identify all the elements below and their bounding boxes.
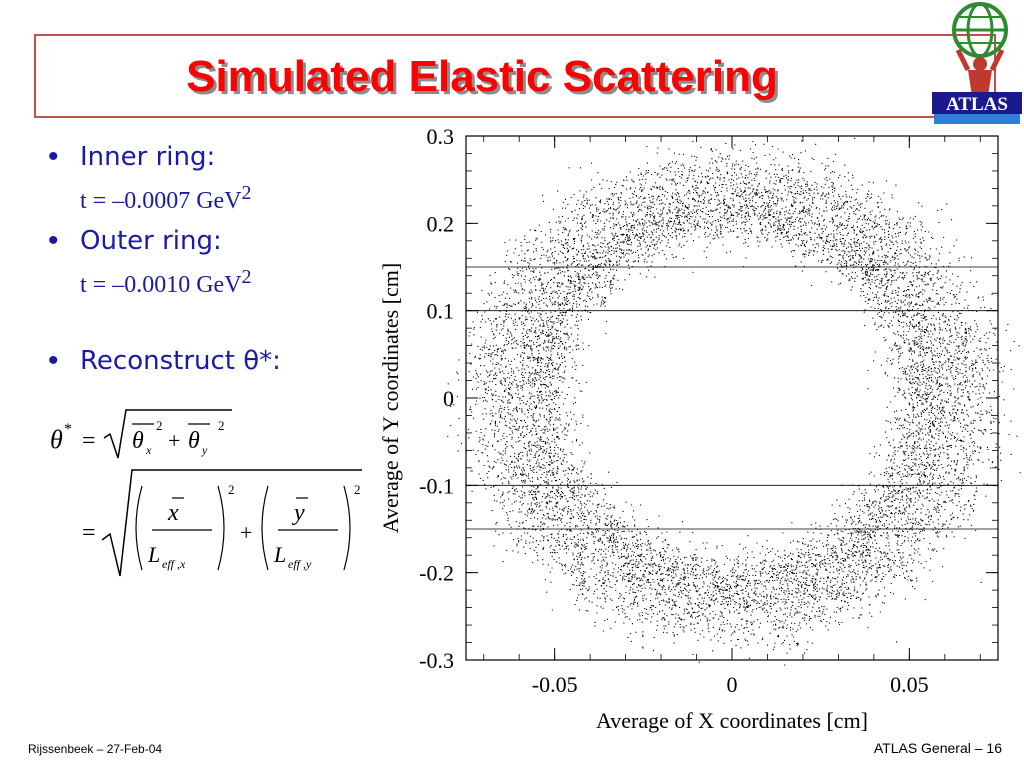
svg-text:θ: θ bbox=[132, 428, 144, 454]
logo-text: ATLAS bbox=[946, 94, 1008, 115]
y-tick-label: 0.3 bbox=[427, 124, 455, 149]
y-tick-label: -0.2 bbox=[419, 561, 454, 586]
svg-text:2: 2 bbox=[156, 418, 163, 433]
bullet-label: Inner ring: bbox=[80, 142, 216, 172]
svg-text:x: x bbox=[167, 500, 179, 526]
svg-text:L: L bbox=[273, 542, 286, 567]
svg-text:2: 2 bbox=[218, 418, 225, 433]
svg-text:θ: θ bbox=[50, 425, 63, 454]
bullet-list: • Inner ring: t = –0.0007 GeV2 • Outer r… bbox=[48, 140, 378, 382]
footer-author-date: Rijssenbeek – 27-Feb-04 bbox=[28, 742, 163, 756]
scatter-point-cloud bbox=[447, 137, 1021, 666]
bullet-reconstruct: • Reconstruct θ*: bbox=[48, 344, 378, 378]
inner-ring-formula: t = –0.0007 GeV2 bbox=[80, 178, 378, 216]
svg-text:θ: θ bbox=[188, 428, 200, 454]
y-axis-label: Average of Y coordinates [cm] bbox=[378, 263, 403, 533]
svg-text:eff ,x: eff ,x bbox=[162, 557, 186, 571]
outer-ring-formula: t = –0.0010 GeV2 bbox=[80, 262, 378, 300]
y-tick-label: 0.1 bbox=[427, 299, 455, 324]
formula-text: t = –0.0007 GeV bbox=[80, 188, 242, 214]
globe-icon bbox=[952, 2, 1008, 58]
svg-text:y: y bbox=[201, 443, 208, 457]
bullet-label: Reconstruct θ*: bbox=[80, 346, 281, 376]
formula-sup: 2 bbox=[241, 182, 252, 204]
svg-text:=: = bbox=[82, 428, 96, 454]
y-tick-label: 0 bbox=[443, 386, 454, 411]
svg-text:L: L bbox=[147, 542, 160, 567]
bullet-dot: • bbox=[48, 140, 59, 173]
svg-text:*: * bbox=[64, 421, 72, 438]
y-tick-label: 0.2 bbox=[427, 211, 455, 236]
bullet-dot: • bbox=[48, 344, 59, 377]
svg-text:eff ,y: eff ,y bbox=[288, 557, 312, 571]
x-tick-label: 0 bbox=[727, 672, 738, 697]
x-axis-label: Average of X coordinates [cm] bbox=[596, 708, 868, 733]
title-frame bbox=[34, 34, 996, 118]
slide-title: Simulated Elastic Scattering bbox=[186, 52, 778, 101]
bullet-inner-ring: • Inner ring: t = –0.0007 GeV2 bbox=[48, 140, 378, 216]
y-tick-label: -0.1 bbox=[419, 473, 454, 498]
svg-text:=: = bbox=[82, 520, 96, 546]
theta-star-equation: θ * = θ x 2 + θ y 2 = x L eff ,x 2 + y L… bbox=[50, 409, 362, 577]
atlas-logo: ATLAS bbox=[932, 2, 1022, 124]
bullet-dot: • bbox=[48, 224, 59, 257]
axis-ticks: -0.3 -0.2 -0.1 0 0.1 0.2 0.3 -0.05 0 0.05 bbox=[419, 124, 998, 697]
formula-text: t = –0.0010 GeV bbox=[80, 272, 242, 298]
svg-text:y: y bbox=[292, 500, 305, 526]
svg-text:x: x bbox=[145, 443, 152, 457]
x-tick-label: 0.05 bbox=[890, 672, 929, 697]
svg-text:+: + bbox=[240, 520, 252, 545]
svg-text:+: + bbox=[168, 428, 180, 453]
svg-text:2: 2 bbox=[228, 482, 235, 497]
y-tick-label: -0.3 bbox=[419, 648, 454, 673]
atlas-figure-icon bbox=[955, 48, 1005, 96]
svg-text:2: 2 bbox=[354, 482, 361, 497]
formula-sup: 2 bbox=[241, 266, 252, 288]
footer-page-number: ATLAS General – 16 bbox=[873, 740, 1002, 756]
bullet-outer-ring: • Outer ring: t = –0.0010 GeV2 bbox=[48, 224, 378, 300]
x-tick-label: -0.05 bbox=[532, 672, 578, 697]
bullet-label: Outer ring: bbox=[80, 226, 222, 256]
scatter-points bbox=[447, 137, 1021, 666]
plot-frame bbox=[465, 135, 999, 661]
horizontal-reference-lines bbox=[466, 266, 998, 530]
